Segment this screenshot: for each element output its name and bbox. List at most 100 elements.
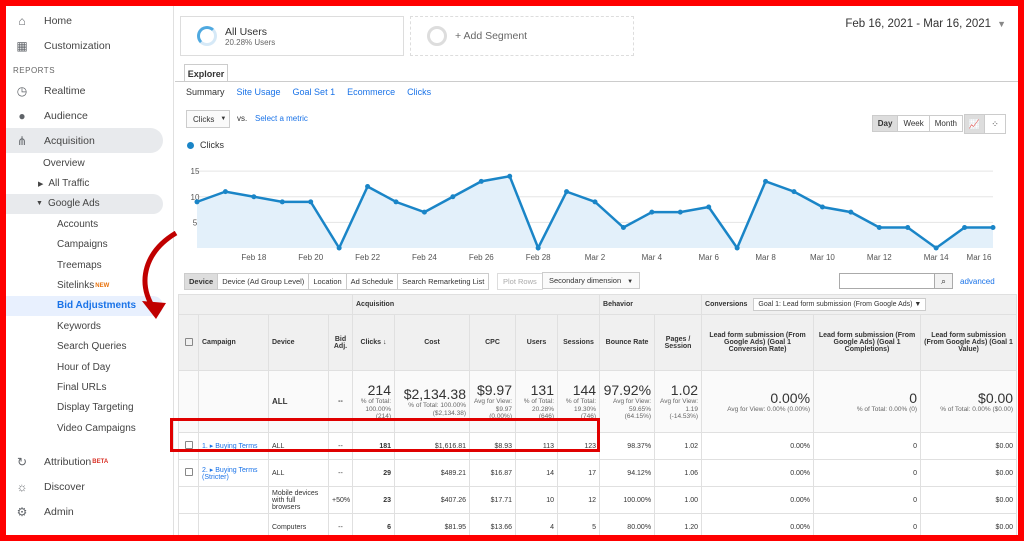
col-bounce-rate[interactable]: Bounce Rate [599,314,656,371]
tab-ad-schedule[interactable]: Ad Schedule [346,274,399,289]
select-metric-link[interactable]: Select a metric [255,114,308,123]
data-point[interactable] [592,199,598,205]
col-completions[interactable]: Lead form submission (From Google Ads) (… [813,314,922,371]
data-point[interactable] [848,209,854,215]
row-campaign-link[interactable]: Buying Terms [215,443,258,450]
col-conv-rate[interactable]: Lead form submission (From Google Ads) (… [701,314,815,371]
col-pages-session[interactable]: Pages / Session [654,314,703,371]
col-clicks[interactable]: Clicks ↓ [352,314,395,371]
col-device[interactable]: Device [268,314,329,371]
nav-final-urls[interactable]: Final URLs [6,377,173,397]
tab-device-ad-group[interactable]: Device (Ad Group Level) [218,274,310,289]
col-value[interactable]: Lead form submission (From Google Ads) (… [920,314,1018,371]
secondary-dimension-select[interactable]: Secondary dimension ▼ [542,272,641,289]
data-point[interactable] [279,199,285,205]
motion-chart-icon[interactable]: ⁘ [991,118,999,129]
nav-search-queries[interactable]: Search Queries [6,337,173,357]
nav-video-campaigns[interactable]: Video Campaigns [6,418,173,438]
nav-hour-of-day[interactable]: Hour of Day [6,357,173,377]
nav-attribution[interactable]: ↻ Attribution BETA [6,449,173,474]
col-cost[interactable]: Cost [394,314,470,371]
plot-rows-button[interactable]: Plot Rows [497,273,543,290]
table-row[interactable]: Computers -- 6 $81.95 $13.66 4 5 80.00% 1.20 0.00… [178,513,1018,535]
nav-discover[interactable]: ☼ Discover [6,474,173,499]
nav-google-ads[interactable]: ▼ Google Ads [6,193,163,215]
tab-device[interactable]: Device [185,274,219,289]
nav-bid-adjustments[interactable]: Bid Adjustments [6,295,163,317]
nav-treemaps[interactable]: Treemaps [6,255,173,275]
segment-all-users[interactable]: All Users 20.28% Users [180,16,404,56]
data-point[interactable] [962,225,968,230]
nav-accounts[interactable]: Accounts [6,214,173,234]
data-point[interactable] [251,194,257,200]
goal-select[interactable]: Goal 1: Lead form submission (From Googl… [753,298,927,311]
data-point[interactable] [393,199,399,205]
period-week-button[interactable]: Week [898,116,930,131]
col-cpc[interactable]: CPC [469,314,516,371]
nav-campaigns[interactable]: Campaigns [6,235,173,255]
data-point[interactable] [791,189,797,195]
search-icon[interactable]: ⌕ [935,273,953,289]
subtab-goal-set-1[interactable]: Goal Set 1 [292,87,336,97]
row-checkbox[interactable] [184,468,193,476]
subtab-summary[interactable]: Summary [186,87,225,97]
nav-acquisition[interactable]: ⋔ Acquisition [6,128,163,153]
data-point[interactable] [507,173,513,179]
nav-all-traffic[interactable]: ▶ All Traffic [6,173,173,193]
row-campaign[interactable]: 1. ▸ Buying Terms [198,432,269,460]
data-point[interactable] [990,225,996,230]
subtab-site-usage[interactable]: Site Usage [236,87,281,97]
data-point[interactable] [450,194,456,200]
data-point[interactable] [222,189,228,195]
data-point[interactable] [421,209,427,215]
data-point[interactable] [933,245,939,251]
line-chart-icon[interactable]: 📈 [965,115,985,133]
nav-customization[interactable]: ▦ Customization [6,33,173,58]
select-all-checkbox[interactable] [184,337,193,346]
data-point[interactable] [734,245,740,251]
tab-explorer[interactable]: Explorer [184,64,228,82]
table-row[interactable]: Mobile devices with full browsers +50% 23 $… [178,486,1018,514]
nav-admin[interactable]: ⚙ Admin [6,499,173,524]
nav-audience[interactable]: ● Audience [6,103,173,128]
col-users[interactable]: Users [515,314,558,371]
data-point[interactable] [876,225,882,230]
tab-search-remarketing[interactable]: Search Remarketing List [398,274,489,289]
row-checkbox[interactable] [184,441,193,449]
col-campaign[interactable]: Campaign [198,314,269,371]
data-point[interactable] [564,189,570,195]
data-point[interactable] [706,204,712,210]
nav-realtime[interactable]: ◷ Realtime [6,78,173,103]
row-campaign-link[interactable]: Buying Terms (Stricter) [202,466,258,481]
subtab-ecommerce[interactable]: Ecommerce [347,87,396,97]
tab-location[interactable]: Location [309,274,347,289]
table-row[interactable]: 2. ▸ Buying Terms (Stricter) ALL -- 29 $489.… [178,459,1018,487]
data-point[interactable] [308,199,314,205]
table-search-input[interactable] [839,273,935,289]
col-sessions[interactable]: Sessions [556,314,601,371]
data-point[interactable] [677,209,683,215]
advanced-filter-link[interactable]: advanced [960,277,995,286]
data-point[interactable] [365,184,371,189]
data-point[interactable] [535,245,541,251]
col-bid-adj[interactable]: Bid Adj. [328,314,353,371]
add-segment-button[interactable]: + Add Segment [410,16,634,56]
row-campaign[interactable]: 2. ▸ Buying Terms (Stricter) [198,459,269,487]
data-point[interactable] [905,225,911,230]
nav-home[interactable]: ⌂ Home [6,8,173,33]
nav-overview[interactable]: Overview [6,153,173,173]
data-point[interactable] [819,204,825,210]
data-point[interactable] [478,178,484,184]
data-point[interactable] [194,199,200,205]
metric-select[interactable]: Clicks ▼ [186,110,230,128]
nav-sitelinks[interactable]: Sitelinks NEW [6,275,173,295]
data-point[interactable] [649,209,655,215]
nav-keywords[interactable]: Keywords [6,316,173,336]
data-point[interactable] [620,225,626,230]
period-day-button[interactable]: Day [872,116,899,131]
data-point[interactable] [336,245,342,251]
subtab-clicks[interactable]: Clicks [407,87,432,97]
date-range-picker[interactable]: Feb 16, 2021 - Mar 16, 2021 ▼ [845,18,1006,30]
period-month-button[interactable]: Month [929,116,962,131]
table-row[interactable]: 1. ▸ Buying Terms ALL -- 181 $1,616.81 $8.93 1… [178,432,1018,460]
